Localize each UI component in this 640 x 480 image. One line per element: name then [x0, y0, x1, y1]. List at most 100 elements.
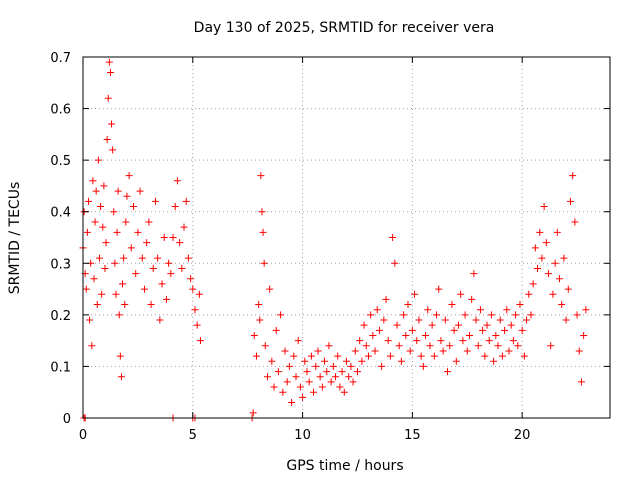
data-point	[258, 208, 266, 216]
data-point	[459, 337, 467, 345]
data-point	[255, 301, 263, 309]
data-point	[375, 326, 383, 334]
data-point	[369, 331, 377, 339]
data-point	[514, 342, 522, 350]
data-point	[115, 311, 123, 319]
data-point	[191, 306, 199, 314]
data-point	[112, 290, 120, 298]
data-point	[270, 383, 278, 391]
data-point	[485, 337, 493, 345]
data-point	[274, 368, 282, 376]
data-point	[149, 264, 157, 272]
grid-layer	[83, 57, 610, 418]
data-point	[252, 352, 260, 360]
data-point	[169, 234, 177, 241]
data-point	[195, 290, 203, 298]
data-point	[178, 264, 186, 272]
data-point	[260, 259, 268, 267]
data-point	[562, 316, 570, 324]
data-point	[395, 342, 403, 350]
data-point	[261, 342, 269, 350]
data-point	[329, 362, 337, 370]
data-point	[542, 239, 550, 247]
data-point	[189, 285, 197, 293]
data-point	[132, 270, 140, 278]
data-point	[349, 378, 357, 386]
data-point	[391, 259, 399, 267]
data-point	[272, 326, 280, 334]
data-point	[560, 254, 568, 262]
data-point	[498, 352, 506, 360]
data-point	[314, 347, 322, 355]
x-tick-label: 0	[79, 428, 87, 443]
data-point	[292, 373, 300, 381]
data-point	[316, 373, 324, 381]
data-point	[433, 311, 441, 319]
data-point	[145, 218, 153, 226]
data-point	[279, 388, 287, 396]
data-point	[549, 290, 557, 298]
data-point	[84, 197, 92, 205]
data-point	[487, 311, 495, 319]
data-point	[310, 388, 318, 396]
data-point	[378, 362, 386, 370]
data-point	[465, 331, 473, 339]
data-point	[558, 301, 566, 309]
data-point	[439, 347, 447, 355]
data-point	[336, 383, 344, 391]
data-point	[263, 373, 271, 381]
data-point	[176, 239, 184, 247]
data-point	[569, 172, 577, 180]
data-point	[360, 321, 368, 329]
data-point	[411, 290, 419, 298]
data-point	[303, 368, 311, 376]
data-point	[426, 342, 434, 350]
data-point	[400, 311, 408, 319]
chart-title: Day 130 of 2025, SRMTID for receiver ver…	[194, 20, 495, 36]
data-point	[305, 378, 313, 386]
data-point	[120, 254, 128, 262]
data-point	[422, 331, 430, 339]
data-point	[296, 383, 304, 391]
data-point	[389, 234, 397, 241]
data-point	[428, 321, 436, 329]
y-tick-label: 0.3	[50, 257, 71, 272]
data-point	[481, 352, 489, 360]
data-point	[285, 362, 293, 370]
data-point	[140, 285, 148, 293]
data-point	[430, 352, 438, 360]
data-point	[512, 311, 520, 319]
data-point	[101, 264, 109, 272]
data-point	[323, 368, 331, 376]
data-point	[106, 68, 114, 76]
data-point	[417, 352, 425, 360]
data-point	[93, 301, 101, 309]
data-point	[516, 301, 524, 309]
data-point	[358, 357, 366, 365]
data-point	[531, 244, 539, 252]
data-point	[424, 306, 432, 314]
data-point	[196, 337, 204, 345]
data-point	[95, 254, 103, 262]
data-point	[318, 383, 326, 391]
data-point	[283, 378, 291, 386]
data-point	[538, 254, 546, 262]
data-point	[257, 172, 265, 180]
y-tick-label: 0.1	[50, 360, 71, 375]
data-point	[122, 218, 130, 226]
data-point	[457, 290, 465, 298]
data-point	[573, 311, 581, 319]
data-point	[160, 234, 168, 241]
data-point	[256, 316, 264, 324]
data-point	[404, 301, 412, 309]
data-point	[384, 337, 392, 345]
y-tick-label: 0.4	[50, 206, 71, 221]
data-point	[545, 270, 553, 278]
data-point	[138, 254, 146, 262]
data-point	[121, 301, 129, 309]
y-axis-label: SRMTID / TECUs	[7, 182, 23, 295]
data-point	[571, 218, 579, 226]
data-point	[100, 182, 108, 190]
data-point	[494, 342, 502, 350]
data-point	[325, 342, 333, 350]
